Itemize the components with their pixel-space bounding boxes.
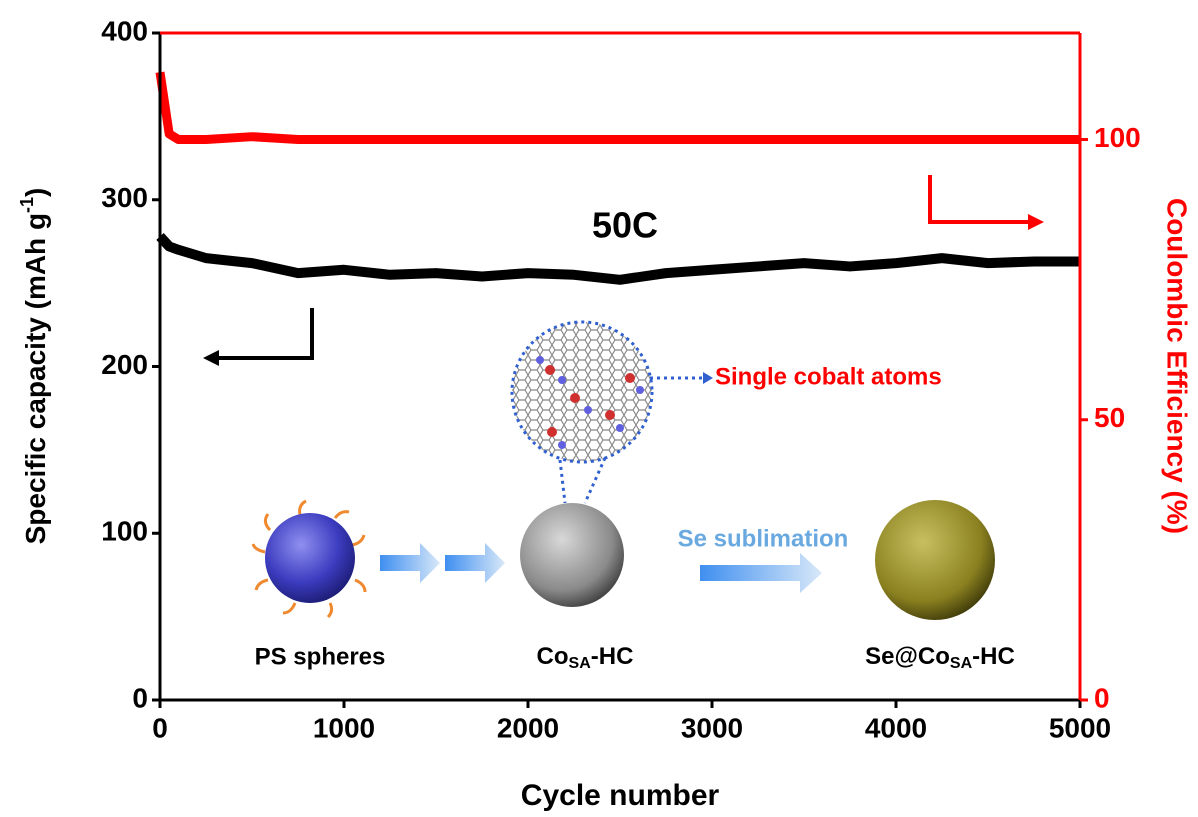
annotation: Se@CoSA-HC	[865, 643, 1015, 672]
y-label-part: Specific capacity (mAh g	[20, 213, 51, 544]
x-tick-label: 4000	[865, 712, 927, 743]
annotation-part: -HC	[591, 643, 634, 670]
y2-tick-label: 0	[1094, 682, 1110, 713]
annotation-sub: SA	[569, 655, 592, 672]
data-line	[160, 72, 1080, 139]
annotation-part: -HC	[972, 643, 1015, 670]
annotation: Single cobalt atoms	[715, 363, 942, 390]
y-label-sup: -1	[17, 197, 37, 213]
annotation-sub: SA	[950, 655, 973, 672]
x-tick-label: 5000	[1049, 712, 1111, 743]
x-axis-label: Cycle number	[521, 779, 720, 812]
x-tick-label: 2000	[497, 712, 559, 743]
annotation-part: Se@Co	[865, 643, 950, 670]
annotation-part: Co	[537, 643, 569, 670]
y-label-part: )	[20, 188, 51, 197]
y-tick-label: 300	[101, 182, 148, 213]
annotation: PS spheres	[255, 643, 386, 670]
y-tick-label: 100	[101, 516, 148, 547]
chart: 50C Single cobalt atoms Se sublimation P…	[0, 0, 1198, 817]
y-tick-label: 400	[101, 15, 148, 46]
y2-tick-label: 50	[1094, 402, 1125, 433]
annotation: Se sublimation	[678, 525, 849, 552]
y-tick-label: 0	[132, 682, 148, 713]
y-tick-label: 200	[101, 349, 148, 380]
annotation: 50C	[592, 205, 658, 246]
y2-tick-label: 100	[1094, 122, 1141, 153]
annotation: CoSA-HC	[537, 643, 634, 672]
y-axis-label: Specific capacity (mAh g-1)	[17, 188, 52, 545]
x-tick-label: 3000	[681, 712, 743, 743]
y2-axis-label: Coulombic Efficiency (%)	[1162, 198, 1193, 534]
x-tick-label: 0	[152, 712, 168, 743]
x-tick-label: 1000	[313, 712, 375, 743]
